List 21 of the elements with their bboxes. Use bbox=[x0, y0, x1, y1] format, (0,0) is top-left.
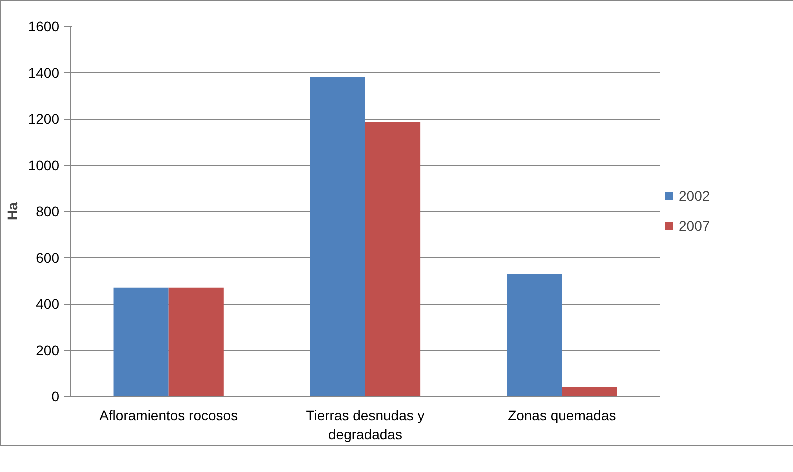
y-tick-label: 200 bbox=[36, 342, 60, 358]
bar bbox=[310, 77, 366, 396]
legend-label: 2007 bbox=[679, 218, 710, 234]
y-tick-label: 600 bbox=[36, 250, 60, 266]
y-tick-label: 1000 bbox=[28, 157, 60, 174]
x-tick-label: Afloramientos rocosos bbox=[100, 408, 238, 424]
y-tick-label: 1200 bbox=[28, 111, 60, 127]
bar bbox=[507, 274, 562, 396]
y-tick-label: 0 bbox=[52, 388, 60, 404]
bar bbox=[562, 387, 618, 396]
legend-label: 2002 bbox=[679, 188, 710, 204]
x-tick-label: Tierras desnudas y degradadas bbox=[306, 408, 425, 443]
bar bbox=[168, 288, 224, 396]
y-tick-label: 1600 bbox=[28, 18, 60, 34]
y-tick-label: 1400 bbox=[28, 64, 60, 81]
x-tick-label: Zonas quemadas bbox=[508, 408, 616, 424]
bar bbox=[114, 288, 169, 396]
bar bbox=[366, 122, 421, 396]
y-tick-label: 400 bbox=[36, 296, 60, 312]
y-axis-title: Ha bbox=[4, 202, 20, 220]
y-tick-label: 800 bbox=[36, 204, 60, 220]
